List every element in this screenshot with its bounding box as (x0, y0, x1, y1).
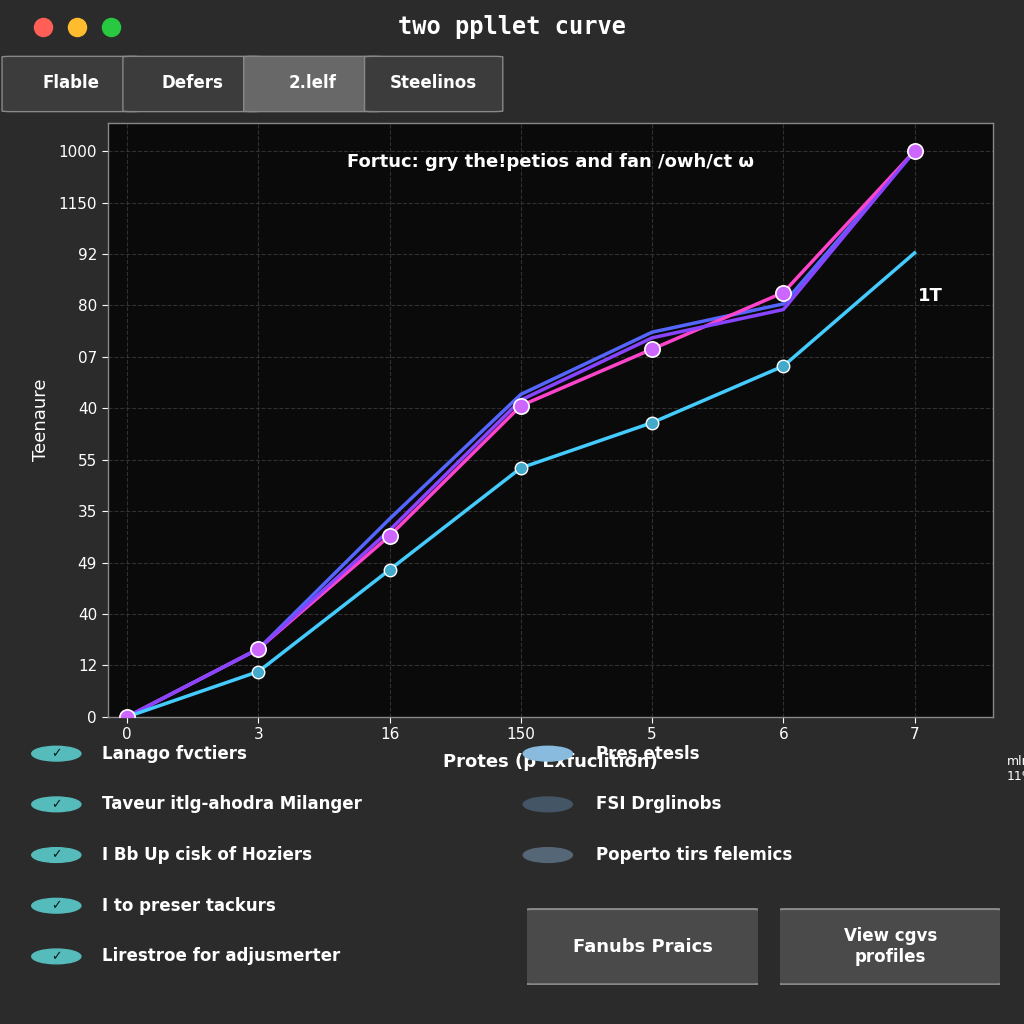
Text: I Bb Up cisk of Hoziers: I Bb Up cisk of Hoziers (102, 846, 312, 864)
FancyBboxPatch shape (365, 56, 503, 112)
Y-axis label: Teenaure: Teenaure (33, 379, 50, 461)
Text: ✓: ✓ (51, 748, 61, 760)
FancyBboxPatch shape (123, 56, 261, 112)
Text: I to preser tackurs: I to preser tackurs (102, 897, 276, 914)
Text: Steelinos: Steelinos (390, 74, 477, 92)
Text: Lanago fvctiers: Lanago fvctiers (102, 744, 247, 763)
Circle shape (523, 848, 572, 862)
Circle shape (523, 797, 572, 812)
Text: 2.lelf: 2.lelf (289, 74, 337, 92)
Text: View cgvs
profiles: View cgvs profiles (844, 928, 937, 966)
X-axis label: Protes (p Exfuclition): Protes (p Exfuclition) (443, 754, 657, 771)
FancyBboxPatch shape (776, 909, 1005, 984)
Circle shape (32, 797, 81, 812)
Circle shape (32, 949, 81, 964)
Text: ✓: ✓ (51, 798, 61, 811)
FancyBboxPatch shape (244, 56, 382, 112)
Text: Lirestroe for adjusmerter: Lirestroe for adjusmerter (102, 947, 341, 966)
Text: Flable: Flable (43, 74, 99, 92)
Text: mlm.
11%: mlm. 11% (1007, 756, 1024, 783)
FancyBboxPatch shape (2, 56, 140, 112)
Text: Fortuc: gry the!petios and fan /owh/ct ω: Fortuc: gry the!petios and fan /owh/ct ω (347, 153, 754, 171)
Text: ✓: ✓ (51, 899, 61, 912)
Circle shape (32, 746, 81, 761)
Text: Defers: Defers (161, 74, 223, 92)
Text: Taveur itlg-ahodra Milanger: Taveur itlg-ahodra Milanger (102, 796, 362, 813)
Circle shape (32, 898, 81, 913)
Text: Poperto tirs felemics: Poperto tirs felemics (596, 846, 793, 864)
Text: 1T: 1T (918, 287, 943, 305)
Text: Pres etesls: Pres etesls (596, 744, 699, 763)
Text: Fanubs Praics: Fanubs Praics (572, 938, 713, 955)
Text: two ppllet curve: two ppllet curve (398, 14, 626, 39)
Circle shape (523, 746, 572, 761)
Text: ✓: ✓ (51, 849, 61, 861)
Text: ✓: ✓ (51, 950, 61, 963)
Text: FSI Drglinobs: FSI Drglinobs (596, 796, 721, 813)
Circle shape (32, 848, 81, 862)
FancyBboxPatch shape (523, 909, 762, 984)
